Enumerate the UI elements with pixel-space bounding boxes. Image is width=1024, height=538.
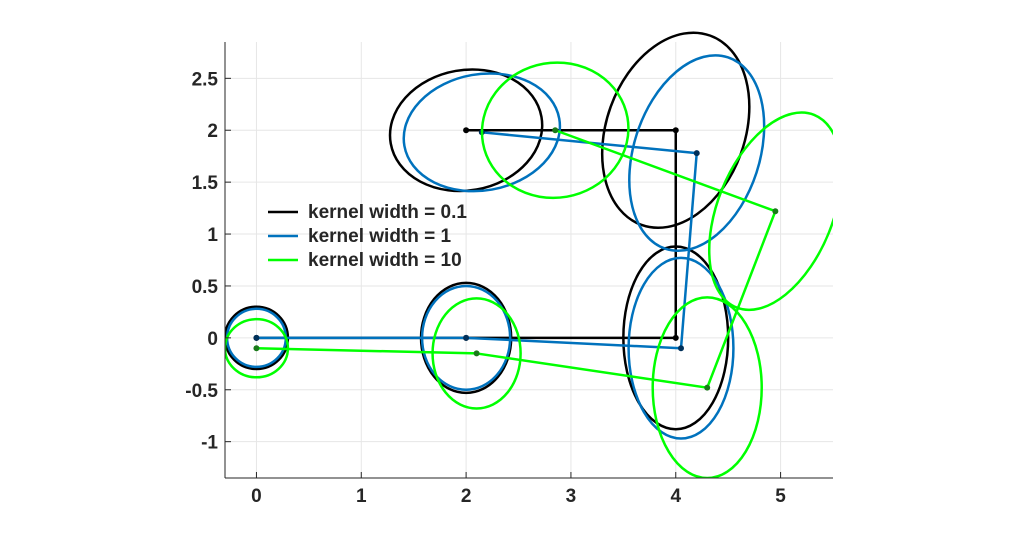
covariance-ellipse — [388, 68, 544, 193]
pose-marker — [463, 334, 470, 341]
pose-marker — [693, 150, 700, 157]
x-tick-label: 0 — [251, 486, 262, 507]
legend-label: kernel width = 10 — [308, 250, 462, 271]
pose-marker — [253, 345, 260, 352]
x-tick-label: 4 — [670, 486, 681, 507]
pose-marker — [253, 334, 260, 341]
covariance-ellipse — [402, 72, 562, 193]
covariance-ellipse — [707, 111, 833, 312]
axes-layer — [224, 42, 833, 479]
series-3 — [225, 61, 833, 478]
y-tick-label: -0.5 — [185, 381, 218, 402]
legend-label: kernel width = 1 — [308, 226, 452, 247]
pose-marker — [672, 334, 679, 341]
tick-labels: 0 1 2 3 4 5 -1 -0.5 0 0.5 1 1.5 2 2.5 — [185, 69, 786, 507]
pose-marker — [672, 127, 679, 134]
legend-label: kernel width = 0.1 — [308, 202, 467, 223]
x-tick-label: 2 — [461, 486, 472, 507]
x-tick-label: 1 — [356, 486, 367, 507]
y-tick-label: 0.5 — [192, 277, 219, 298]
pose-marker — [552, 127, 559, 134]
pose-marker — [463, 127, 470, 134]
pose-marker — [678, 345, 684, 352]
x-tick-label: 3 — [566, 486, 577, 507]
y-tick-label: 1 — [207, 225, 218, 246]
y-tick-label: 0 — [207, 329, 218, 350]
y-tick-label: 1.5 — [192, 173, 219, 194]
y-tick-label: 2 — [207, 121, 218, 142]
covariance-ellipse — [627, 256, 735, 440]
x-tick-label: 5 — [775, 486, 786, 507]
pose-marker — [704, 384, 711, 391]
pose-marker — [473, 350, 480, 357]
legend: kernel width = 0.1 kernel width = 1 kernel… — [268, 202, 467, 271]
covariance-ellipse — [480, 61, 630, 200]
y-tick-label: 2.5 — [192, 69, 219, 90]
covariance-ellipse — [628, 54, 766, 253]
data-layer — [225, 31, 833, 478]
y-tick-label: -1 — [201, 433, 218, 454]
pose-marker — [772, 208, 779, 215]
